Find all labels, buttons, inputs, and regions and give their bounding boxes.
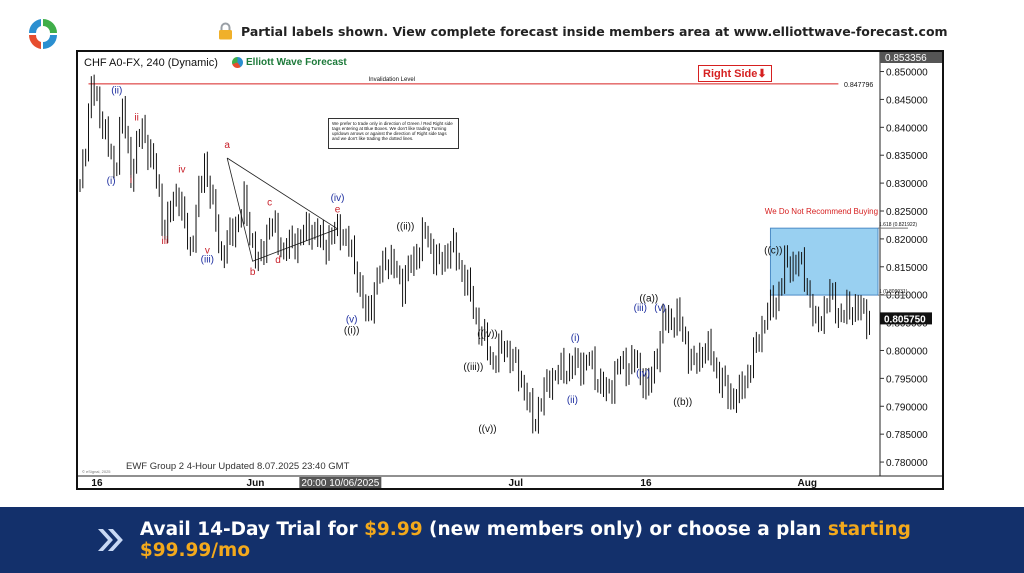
price-tick-label: 0.795000 <box>886 374 928 385</box>
chart-symbol: CHF A0-FX, 240 (Dynamic) <box>84 57 218 69</box>
notice-text: Partial labels shown. View complete fore… <box>241 23 948 39</box>
lock-icon <box>219 22 232 40</box>
invalidation-value: 0.847796 <box>844 82 873 89</box>
wave-label: v <box>205 245 210 256</box>
chart-frame: 0.850000 0.845000 0.840000 0.835000 0.830000… <box>76 50 944 490</box>
price-tick-label: 0.835000 <box>886 151 928 162</box>
price-tick-label: 0.825000 <box>886 207 928 218</box>
time-cursor-box <box>299 477 382 488</box>
time-tick-label: 16 <box>640 478 652 488</box>
price-tick-label: 0.815000 <box>886 263 928 274</box>
wave-label: e <box>335 205 341 216</box>
wave-label: (i) <box>107 176 116 187</box>
wave-label: (iii) <box>201 254 214 265</box>
double-chevron-icon <box>97 529 123 551</box>
price-tick-label: 0.800000 <box>886 346 928 357</box>
wave-label: (ii) <box>567 395 578 406</box>
wave-label: iii <box>162 236 169 247</box>
top-price-box <box>880 52 942 63</box>
wave-label: (v) <box>654 303 666 314</box>
price-tick-label: 0.830000 <box>886 179 928 190</box>
price-tick-label: 0.820000 <box>886 235 928 246</box>
blue-box-high-label: 1.618 (0.821922) <box>879 222 917 228</box>
top-price-label: 0.853356 <box>885 53 927 64</box>
current-price-label: 0.805750 <box>884 314 926 325</box>
wave-label: ii <box>134 113 138 124</box>
promo-text[interactable]: Avail 14-Day Trial for $9.99 (new member… <box>140 519 1024 561</box>
blue-box-low-label: 1 (0.809931) <box>879 289 908 295</box>
price-tick-label: 0.810000 <box>886 291 928 302</box>
price-tick-label: 0.785000 <box>886 430 928 441</box>
wave-label: ((c)) <box>764 245 782 256</box>
price-tick-label: 0.780000 <box>886 458 928 469</box>
wave-label: ((i)) <box>344 326 360 337</box>
price-tick-label: 0.840000 <box>886 123 928 134</box>
blue-box-zone <box>769 227 879 296</box>
time-tick-label: Jul <box>509 478 524 488</box>
wave-label: ((iv)) <box>477 329 498 340</box>
wave-label: (iii) <box>634 303 647 314</box>
invalidation-label: Invalidation Level <box>369 77 415 83</box>
wave-label: (iv) <box>331 193 345 204</box>
promo-prefix: Avail 14-Day Trial for <box>139 519 365 540</box>
price-chart[interactable]: 0.850000 0.845000 0.840000 0.835000 0.830000… <box>78 52 942 488</box>
time-tick-label: Jun <box>247 478 265 488</box>
price-tick-label: 0.790000 <box>886 402 928 413</box>
esignal-watermark: © eSignal, 2025 <box>82 469 111 474</box>
right-side-tag: Right Side⬇ <box>698 65 772 82</box>
brand-badge: Elliott Wave Forecast <box>232 57 347 68</box>
time-tick-label: Aug <box>798 478 817 488</box>
wave-label: i <box>130 175 132 186</box>
brand-logo-icon <box>232 57 243 68</box>
wave-label: (iv) <box>636 369 650 380</box>
wave-label: iv <box>178 165 185 176</box>
promo-starting: starting $99.99/mo <box>139 519 911 561</box>
wave-label: ((b)) <box>673 397 692 408</box>
wave-label: ((v)) <box>478 424 496 435</box>
trading-instructions: We prefer to trade only in direction of … <box>328 118 459 149</box>
price-tick-label: 0.850000 <box>886 68 928 79</box>
wave-label: a <box>224 140 230 151</box>
time-cursor-label: 20:00 10/06/2025 <box>301 478 379 488</box>
ewf-logo-icon <box>28 19 57 49</box>
promo-banner[interactable]: Avail 14-Day Trial for $9.99 (new member… <box>0 507 1024 573</box>
wave-label: (i) <box>571 333 580 344</box>
price-tick-label: 0.845000 <box>886 95 928 106</box>
wave-label: (ii) <box>111 85 122 96</box>
members-notice: Partial labels shown. View complete fore… <box>218 22 948 40</box>
brand-name: Elliott Wave Forecast <box>246 57 347 68</box>
wave-label: b <box>250 267 256 278</box>
wave-label: c <box>267 197 272 208</box>
current-price-box <box>880 312 932 325</box>
not-recommend-label: We Do Not Recommend Buying <box>765 207 878 216</box>
wave-label: d <box>275 255 281 266</box>
promo-middle: (new members only) or choose a plan <box>422 519 828 540</box>
updated-stamp: EWF Group 2 4-Hour Updated 8.07.2025 23:… <box>126 461 350 472</box>
wave-label: ((a)) <box>639 293 658 304</box>
time-tick-label: 16 <box>91 478 103 488</box>
wave-label: ((ii)) <box>397 221 415 232</box>
promo-price: $9.99 <box>364 519 423 540</box>
wave-label: (v) <box>346 315 358 326</box>
wave-label: ((iii)) <box>463 362 483 373</box>
